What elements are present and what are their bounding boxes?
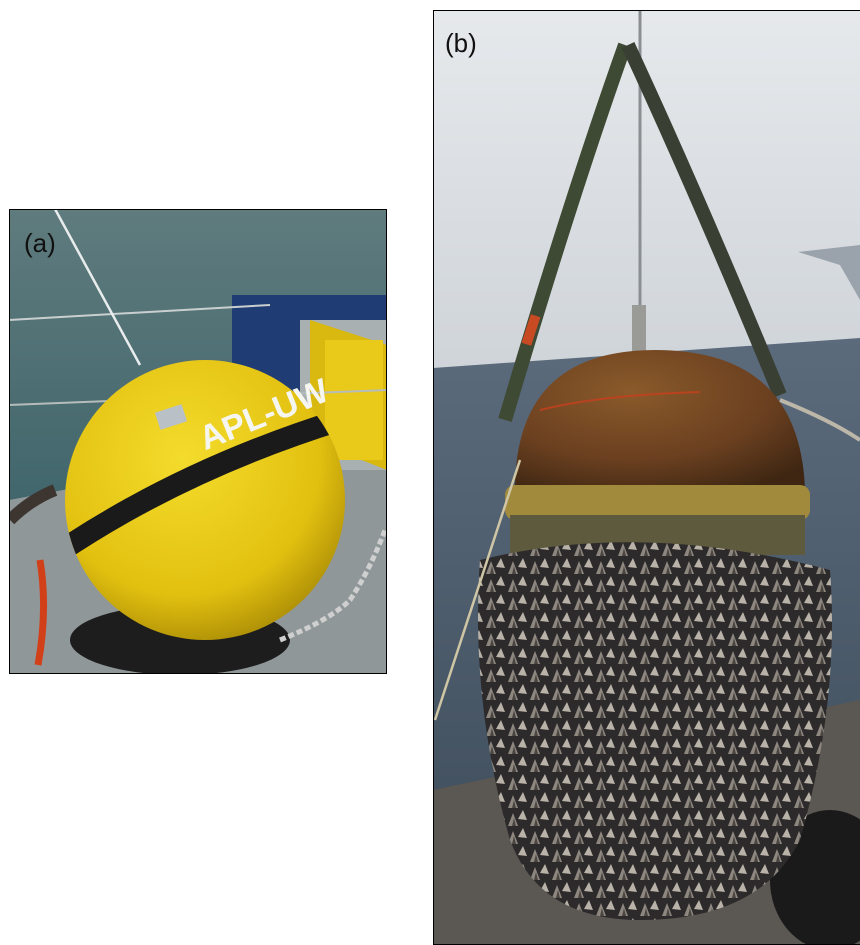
panel-label-b: (b)	[445, 28, 477, 58]
frame-a	[9, 209, 387, 674]
photo-a: APL-UW	[9, 209, 387, 674]
photo-b	[433, 10, 860, 945]
panel-label-a: (a)	[24, 228, 56, 258]
